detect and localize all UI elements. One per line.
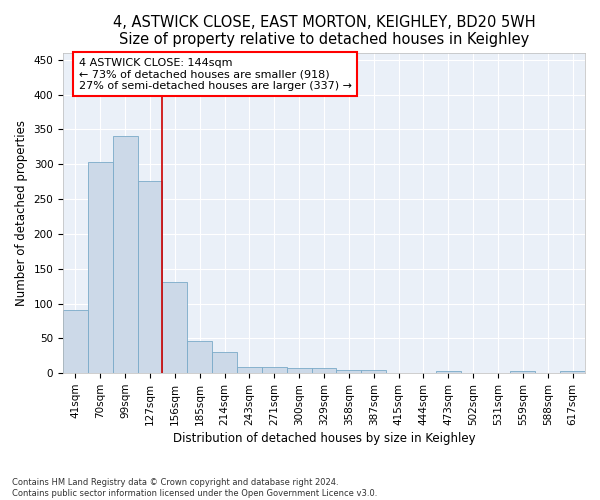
Bar — [560, 371, 585, 373]
Bar — [337, 370, 361, 373]
Text: Contains HM Land Registry data © Crown copyright and database right 2024.
Contai: Contains HM Land Registry data © Crown c… — [12, 478, 377, 498]
Bar — [187, 341, 212, 373]
Bar — [411, 372, 436, 373]
Bar — [113, 136, 137, 373]
Bar — [262, 367, 287, 373]
Bar — [386, 372, 411, 373]
Bar — [137, 181, 163, 373]
Bar — [88, 162, 113, 373]
Y-axis label: Number of detached properties: Number of detached properties — [15, 120, 28, 306]
Bar — [163, 282, 187, 373]
Bar — [237, 367, 262, 373]
Text: 4 ASTWICK CLOSE: 144sqm
← 73% of detached houses are smaller (918)
27% of semi-d: 4 ASTWICK CLOSE: 144sqm ← 73% of detache… — [79, 58, 352, 90]
Bar — [436, 371, 461, 373]
Bar — [287, 368, 311, 373]
Bar — [63, 310, 88, 373]
Bar — [212, 352, 237, 373]
Bar — [511, 371, 535, 373]
Title: 4, ASTWICK CLOSE, EAST MORTON, KEIGHLEY, BD20 5WH
Size of property relative to d: 4, ASTWICK CLOSE, EAST MORTON, KEIGHLEY,… — [113, 15, 535, 48]
Bar — [361, 370, 386, 373]
X-axis label: Distribution of detached houses by size in Keighley: Distribution of detached houses by size … — [173, 432, 475, 445]
Bar — [311, 368, 337, 373]
